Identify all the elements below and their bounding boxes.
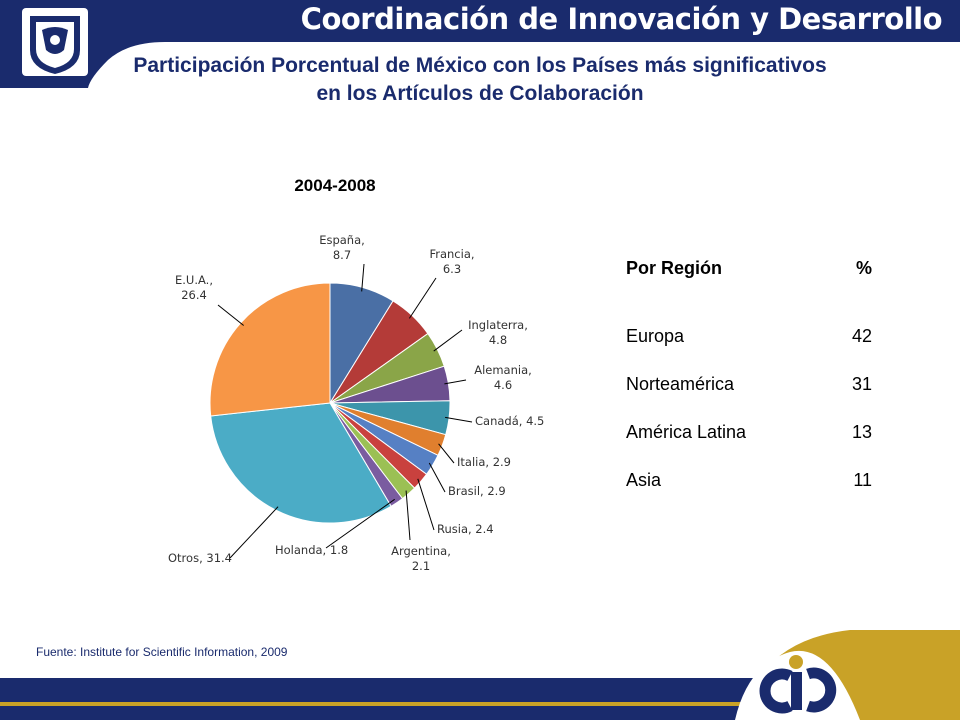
- slice-label: Francia, 6.3: [429, 247, 474, 276]
- slice-label: Inglaterra, 4.8: [468, 318, 528, 347]
- leader-line: [325, 498, 395, 549]
- slice-label: Canadá, 4.5: [475, 414, 544, 428]
- region-table-header: Por Región %: [626, 258, 872, 282]
- leader-line: [229, 506, 279, 559]
- region-name: América Latina: [626, 422, 747, 442]
- region-pct: 13: [851, 422, 872, 442]
- slice-label: Rusia, 2.4: [437, 522, 494, 536]
- slice-label: España, 8.7: [319, 233, 365, 262]
- region-pct: 11: [853, 470, 872, 490]
- region-name: Norteamérica: [626, 374, 735, 394]
- slice-label: Italia, 2.9: [457, 455, 511, 469]
- page-title: Participación Porcentual de México con l…: [133, 54, 827, 105]
- pie-slice-otros: [210, 402, 392, 524]
- region-row: Europa 42: [626, 326, 872, 350]
- leader-line: [408, 277, 437, 319]
- slice-label: Brasil, 2.9: [448, 484, 506, 498]
- region-pct: 42: [851, 326, 872, 346]
- leader-line: [433, 329, 463, 352]
- source-note: Fuente: Institute for Scientific Informa…: [36, 645, 288, 659]
- leader-line: [217, 304, 244, 326]
- leader-line: [445, 416, 473, 423]
- unam-crest-icon: [22, 8, 88, 76]
- slice-label: Otros, 31.4: [168, 551, 232, 565]
- leader-line: [438, 443, 455, 464]
- chart-title: 2004-2008: [294, 176, 376, 195]
- slice-label: E.U.A., 26.4: [175, 273, 213, 302]
- region-pct: 31: [851, 374, 872, 394]
- cid-logo-icon: [759, 655, 837, 714]
- header-bar: Coordinación de Innovación y Desarrollo: [0, 0, 960, 88]
- region-row: Norteamérica 31: [626, 374, 872, 398]
- slice-label: Alemania, 4.6: [474, 363, 532, 392]
- footer-bar: [0, 630, 960, 720]
- region-row: América Latina 13: [626, 422, 872, 446]
- header-pct: %: [855, 258, 872, 278]
- region-name: Europa: [626, 326, 685, 346]
- region-table: Por Región % Europa 42 Norteamérica 31 A…: [626, 258, 872, 518]
- leader-line: [428, 462, 446, 493]
- slice-label: Argentina, 2.1: [391, 544, 451, 573]
- leader-line: [361, 263, 365, 292]
- region-row: Asia 11: [626, 470, 872, 494]
- pie-slice-e-u-a-: [209, 282, 331, 417]
- leader-line: [444, 379, 467, 385]
- header-background: [0, 0, 960, 88]
- slice-label: Holanda, 1.8: [275, 543, 348, 557]
- region-name: Asia: [626, 470, 662, 490]
- header-title: Coordinación de Innovación y Desarrollo: [300, 2, 943, 36]
- header-region: Por Región: [626, 258, 723, 278]
- leader-line: [405, 490, 411, 541]
- leader-line: [417, 478, 435, 531]
